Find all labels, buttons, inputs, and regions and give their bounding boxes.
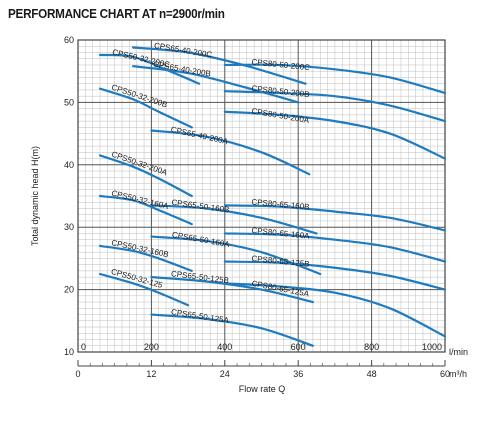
x-unit-m3h: m³/h <box>449 369 467 379</box>
curve-label: CPS50-32-160B <box>111 238 170 259</box>
curve-cps80-65-125a <box>223 282 447 338</box>
y-tick-labels: 10 20 30 40 50 60 <box>64 35 74 357</box>
curve-cps65-40-200a <box>150 129 311 176</box>
curve-label: CPS80-50-200A <box>251 106 311 125</box>
curve-cps50-32-200b <box>98 87 193 129</box>
curve-cps80-50-200c <box>223 63 447 95</box>
curve-cps80-65-160b <box>223 204 447 232</box>
curve-label: CPS80-65-160B <box>251 197 310 211</box>
curve-cps50-32-200a <box>98 154 193 198</box>
x-tick-label-lmin: 1000 <box>422 342 442 352</box>
x-tick-label-m3h: 12 <box>146 369 156 379</box>
m3h-axis <box>77 360 446 367</box>
curve-label: CPS65-50-160B <box>171 198 230 215</box>
curve-cps80-65-160a <box>223 232 447 263</box>
curve-cps50-32-200c <box>98 53 201 85</box>
curve-label: CPS65-40-200A <box>170 125 229 146</box>
curve-cps65-50-160b <box>150 204 318 235</box>
x-tick-labels-lmin: 0 200 400 600 800 1000 <box>81 342 442 352</box>
curve-cps65-50-125b <box>150 276 314 304</box>
x-axis-label: Flow rate Q <box>239 384 286 394</box>
curve-cps50-32-160a <box>98 194 193 226</box>
pump-curves <box>98 46 447 347</box>
y-tick-label: 50 <box>64 97 74 107</box>
curve-cps80-50-200a <box>223 110 447 160</box>
curve-cps65-50-125a <box>150 313 314 347</box>
curve-cps65-40-200c <box>131 46 307 85</box>
x-tick-label-lmin: 0 <box>81 342 86 352</box>
y-tick-label: 20 <box>64 285 74 295</box>
y-tick-label: 60 <box>64 35 74 45</box>
x-tick-labels-m3h: 0 12 24 36 48 60 <box>75 369 450 379</box>
x-tick-label-lmin: 400 <box>217 342 232 352</box>
x-tick-label-m3h: 48 <box>367 369 377 379</box>
x-tick-label-lmin: 600 <box>291 342 306 352</box>
x-tick-label-m3h: 60 <box>440 369 450 379</box>
x-tick-label-lmin: 800 <box>364 342 379 352</box>
y-tick-label: 40 <box>64 160 74 170</box>
curve-cps50-32-160b <box>98 244 193 272</box>
x-tick-label-lmin: 200 <box>144 342 159 352</box>
y-axis-label: Total dynamic head H(m) <box>30 146 40 246</box>
curve-cps65-50-160a <box>150 235 322 276</box>
x-tick-label-m3h: 24 <box>220 369 230 379</box>
curve-label: CPS65-50-125B <box>171 269 230 285</box>
y-tick-label: 10 <box>64 347 74 357</box>
curve-label: CPS65-40-200C <box>153 41 213 60</box>
x-tick-label-m3h: 0 <box>75 369 80 379</box>
x-unit-lmin: l/min <box>449 347 468 357</box>
curve-label: CPS65-50-125A <box>170 307 230 325</box>
curve-cps80-50-200b <box>223 90 447 123</box>
x-tick-label-m3h: 36 <box>293 369 303 379</box>
y-tick-label: 30 <box>64 222 74 232</box>
curve-label: CPS50-32-160A <box>111 189 170 212</box>
curve-label: CPS65-50-160A <box>171 230 231 249</box>
plot-frame <box>77 39 446 353</box>
curve-cps65-40-200b <box>131 65 300 104</box>
curve-cps80-65-125b <box>223 260 447 291</box>
curve-label: CPS80-65-125B <box>251 254 310 269</box>
curve-label: CPS50-32-200A <box>110 150 169 178</box>
chart-title: PERFORMANCE CHART AT n=2900r/min <box>8 6 225 21</box>
curve-cps50-32-125 <box>98 272 190 307</box>
